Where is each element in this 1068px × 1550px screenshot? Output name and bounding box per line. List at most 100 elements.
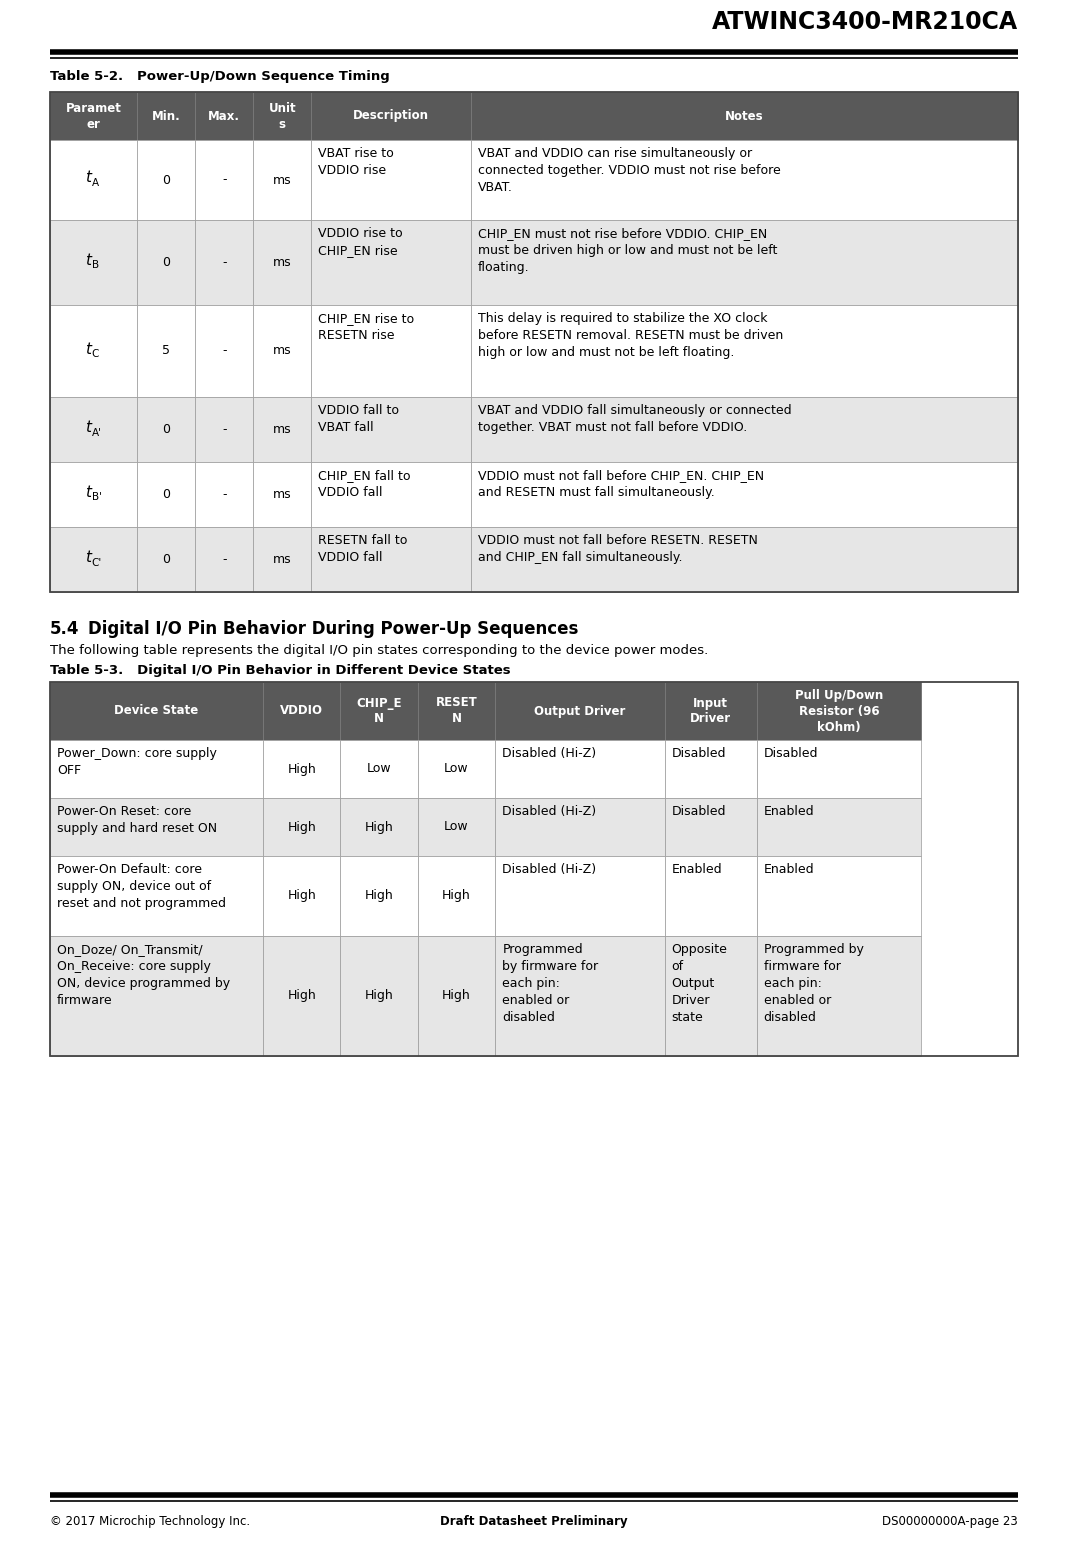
Text: t: t (84, 420, 91, 436)
Text: B': B' (92, 493, 101, 502)
Text: RESETN fall to
VDDIO fall: RESETN fall to VDDIO fall (318, 535, 408, 564)
Bar (50, 798, 263, 856)
Bar (253, 91, 312, 140)
Bar (195, 397, 253, 462)
Text: High: High (287, 989, 316, 1003)
Bar (418, 798, 496, 856)
Text: Min.: Min. (152, 110, 180, 122)
Text: High: High (365, 820, 393, 834)
Text: t: t (84, 550, 91, 566)
Bar (50, 397, 137, 462)
Text: -: - (222, 423, 226, 436)
Bar (471, 397, 1018, 462)
Text: -: - (222, 488, 226, 501)
Bar (664, 682, 756, 739)
Bar (418, 682, 496, 739)
Bar (137, 91, 195, 140)
Text: High: High (287, 890, 316, 902)
Bar (312, 140, 471, 220)
Bar (253, 140, 312, 220)
Text: © 2017 Microchip Technology Inc.: © 2017 Microchip Technology Inc. (50, 1516, 250, 1528)
Text: ms: ms (273, 553, 292, 566)
Text: A': A' (92, 428, 101, 437)
Bar (471, 220, 1018, 305)
Text: CHIP_EN must not rise before VDDIO. CHIP_EN
must be driven high or low and must : CHIP_EN must not rise before VDDIO. CHIP… (478, 226, 778, 274)
Text: 0: 0 (162, 488, 170, 501)
Text: -: - (222, 553, 226, 566)
Bar (50, 91, 137, 140)
Text: ms: ms (273, 488, 292, 501)
Text: 5.4: 5.4 (50, 620, 79, 639)
Bar (756, 856, 922, 936)
Text: VBAT and VDDIO can rise simultaneously or
connected together. VDDIO must not ris: VBAT and VDDIO can rise simultaneously o… (478, 147, 781, 194)
Text: Draft Datasheet Preliminary: Draft Datasheet Preliminary (440, 1516, 628, 1528)
Bar (50, 305, 137, 397)
Text: Unit
s: Unit s (268, 101, 296, 130)
Bar (195, 91, 253, 140)
Bar (50, 739, 263, 798)
Text: Low: Low (444, 763, 469, 775)
Text: t: t (84, 170, 91, 186)
Bar (756, 739, 922, 798)
Bar (471, 91, 1018, 140)
Bar (195, 140, 253, 220)
Bar (137, 462, 195, 527)
Bar (50, 682, 1018, 1056)
Text: Disabled (Hi-Z): Disabled (Hi-Z) (502, 863, 596, 876)
Text: Programmed by
firmware for
each pin:
enabled or
disabled: Programmed by firmware for each pin: ena… (764, 942, 864, 1025)
Bar (496, 682, 664, 739)
Bar (341, 798, 418, 856)
Bar (664, 936, 756, 1056)
Bar (418, 936, 496, 1056)
Bar (195, 462, 253, 527)
Bar (263, 739, 341, 798)
Text: ATWINC3400-MR210CA: ATWINC3400-MR210CA (712, 9, 1018, 34)
Bar (253, 220, 312, 305)
Bar (471, 527, 1018, 592)
Text: Low: Low (366, 763, 392, 775)
Bar (418, 856, 496, 936)
Text: High: High (287, 763, 316, 775)
Text: t: t (84, 485, 91, 501)
Bar (496, 798, 664, 856)
Bar (263, 798, 341, 856)
Text: High: High (365, 890, 393, 902)
Text: Paramet
er: Paramet er (65, 101, 122, 130)
Bar (341, 856, 418, 936)
Bar (137, 305, 195, 397)
Text: Description: Description (354, 110, 429, 122)
Text: -: - (222, 256, 226, 270)
Text: Power-On Reset: core
supply and hard reset ON: Power-On Reset: core supply and hard res… (57, 804, 217, 835)
Text: Output Driver: Output Driver (534, 705, 626, 718)
Text: High: High (442, 890, 471, 902)
Text: ms: ms (273, 344, 292, 358)
Text: C: C (92, 349, 99, 360)
Bar (50, 91, 1018, 592)
Text: 0: 0 (162, 256, 170, 270)
Bar (50, 936, 263, 1056)
Bar (263, 856, 341, 936)
Text: On_Doze/ On_Transmit/
On_Receive: core supply
ON, device programmed by
firmware: On_Doze/ On_Transmit/ On_Receive: core s… (57, 942, 230, 1008)
Bar (312, 91, 471, 140)
Text: 0: 0 (162, 553, 170, 566)
Text: C': C' (92, 558, 101, 567)
Bar (253, 305, 312, 397)
Bar (137, 140, 195, 220)
Text: B: B (92, 260, 98, 271)
Text: ms: ms (273, 423, 292, 436)
Bar (50, 682, 263, 739)
Bar (50, 462, 137, 527)
Text: ms: ms (273, 256, 292, 270)
Bar (341, 682, 418, 739)
Bar (137, 527, 195, 592)
Bar (312, 305, 471, 397)
Bar (496, 936, 664, 1056)
Bar (312, 462, 471, 527)
Text: VDDIO fall to
VBAT fall: VDDIO fall to VBAT fall (318, 405, 399, 434)
Text: The following table represents the digital I/O pin states corresponding to the d: The following table represents the digit… (50, 643, 708, 657)
Text: Disabled (Hi-Z): Disabled (Hi-Z) (502, 747, 596, 760)
Text: Disabled: Disabled (672, 747, 726, 760)
Bar (50, 140, 137, 220)
Text: -: - (222, 344, 226, 358)
Text: -: - (222, 174, 226, 186)
